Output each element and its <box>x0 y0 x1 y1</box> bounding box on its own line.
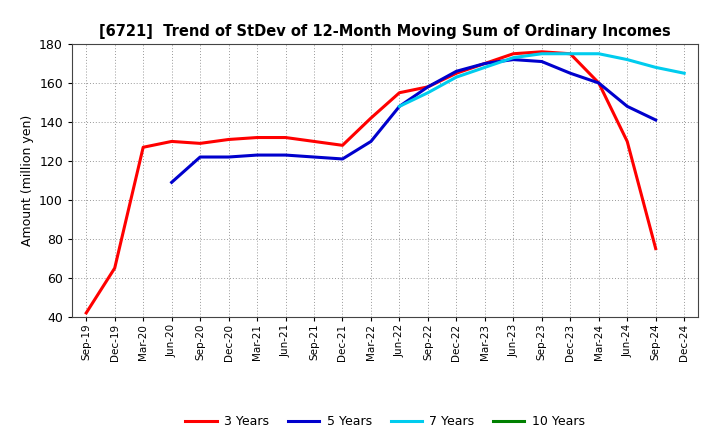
7 Years <box>480 65 489 70</box>
5 Years <box>480 61 489 66</box>
5 Years <box>652 117 660 123</box>
5 Years <box>423 84 432 89</box>
3 Years <box>338 143 347 148</box>
3 Years <box>366 115 375 121</box>
Line: 7 Years: 7 Years <box>400 54 684 106</box>
Line: 5 Years: 5 Years <box>171 59 656 182</box>
7 Years <box>509 55 518 60</box>
3 Years <box>282 135 290 140</box>
3 Years <box>196 141 204 146</box>
3 Years <box>253 135 261 140</box>
3 Years <box>452 70 461 76</box>
5 Years <box>310 154 318 160</box>
Title: [6721]  Trend of StDev of 12-Month Moving Sum of Ordinary Incomes: [6721] Trend of StDev of 12-Month Moving… <box>99 24 671 39</box>
5 Years <box>282 152 290 158</box>
7 Years <box>680 70 688 76</box>
7 Years <box>595 51 603 56</box>
7 Years <box>423 90 432 95</box>
Legend: 3 Years, 5 Years, 7 Years, 10 Years: 3 Years, 5 Years, 7 Years, 10 Years <box>181 411 590 433</box>
3 Years <box>623 139 631 144</box>
3 Years <box>310 139 318 144</box>
5 Years <box>338 156 347 161</box>
5 Years <box>623 104 631 109</box>
7 Years <box>395 104 404 109</box>
3 Years <box>652 246 660 251</box>
3 Years <box>110 265 119 271</box>
7 Years <box>566 51 575 56</box>
3 Years <box>167 139 176 144</box>
7 Years <box>623 57 631 62</box>
3 Years <box>595 81 603 86</box>
3 Years <box>82 310 91 315</box>
7 Years <box>452 74 461 80</box>
3 Years <box>423 84 432 89</box>
5 Years <box>366 139 375 144</box>
5 Years <box>395 104 404 109</box>
3 Years <box>566 51 575 56</box>
5 Years <box>253 152 261 158</box>
5 Years <box>225 154 233 160</box>
5 Years <box>167 180 176 185</box>
3 Years <box>225 137 233 142</box>
Line: 3 Years: 3 Years <box>86 52 656 313</box>
5 Years <box>452 69 461 74</box>
5 Years <box>537 59 546 64</box>
3 Years <box>509 51 518 56</box>
3 Years <box>139 145 148 150</box>
Y-axis label: Amount (million yen): Amount (million yen) <box>21 115 34 246</box>
5 Years <box>509 57 518 62</box>
7 Years <box>652 65 660 70</box>
3 Years <box>537 49 546 55</box>
3 Years <box>480 61 489 66</box>
5 Years <box>566 70 575 76</box>
5 Years <box>595 81 603 86</box>
5 Years <box>196 154 204 160</box>
3 Years <box>395 90 404 95</box>
7 Years <box>537 51 546 56</box>
